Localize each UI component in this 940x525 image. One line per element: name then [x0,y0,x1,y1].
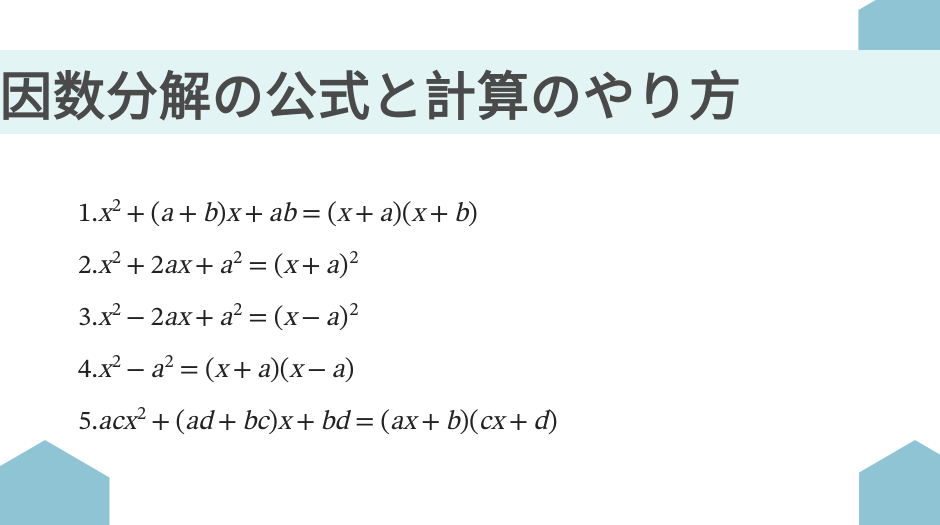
formula-index: 4. [78,354,98,388]
formula-index: 5. [78,406,98,440]
formula-math: x2+2ax+a2=(x+a)2 [98,250,358,284]
formula-index: 3. [78,302,98,336]
formula-row: 3.x2−2ax+a2=(x−a)2 [78,302,557,336]
corner-bottom-right [850,440,940,525]
page-title: 因数分解の公式と計算のやり方 [0,55,742,130]
formula-index: 2. [78,250,98,284]
formula-math: x2−a2=(x+a)(x−a) [98,354,354,388]
formula-math: acx2+(ad+bc)x+bd=(ax+b)(cx+d) [98,406,557,440]
formula-row: 5.acx2+(ad+bc)x+bd=(ax+b)(cx+d) [78,406,557,440]
formula-index: 1. [78,198,98,232]
formula-math: x2−2ax+a2=(x−a)2 [98,302,358,336]
formula-list: 1.x2+(a+b)x+ab=(x+a)(x+b)2.x2+2ax+a2=(x+… [78,198,557,458]
formula-row: 1.x2+(a+b)x+ab=(x+a)(x+b) [78,198,557,232]
title-bar: 因数分解の公式と計算のやり方 [0,50,940,134]
formula-math: x2+(a+b)x+ab=(x+a)(x+b) [98,198,478,232]
formula-row: 4.x2−a2=(x+a)(x−a) [78,354,557,388]
formula-row: 2.x2+2ax+a2=(x+a)2 [78,250,557,284]
